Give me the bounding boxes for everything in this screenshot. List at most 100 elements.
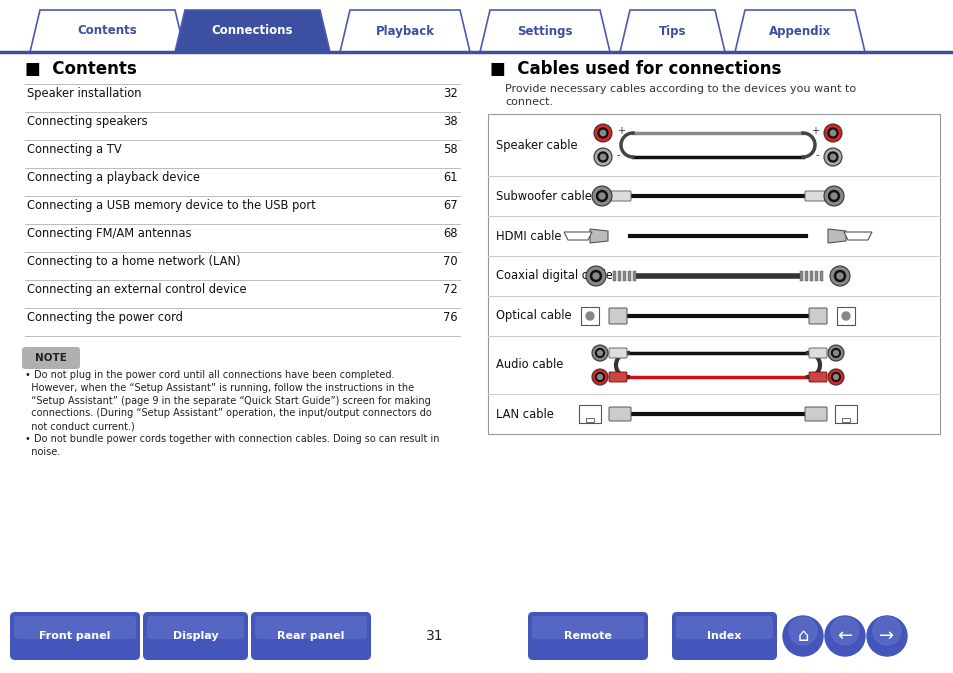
Text: 32: 32 [443, 87, 457, 100]
FancyBboxPatch shape [808, 372, 826, 382]
Text: 58: 58 [443, 143, 457, 156]
Text: connect.: connect. [504, 97, 553, 107]
Circle shape [831, 349, 840, 357]
Text: Connecting to a home network (LAN): Connecting to a home network (LAN) [27, 255, 240, 268]
FancyBboxPatch shape [820, 271, 822, 281]
Circle shape [592, 345, 607, 361]
FancyBboxPatch shape [580, 307, 598, 325]
Text: Connecting FM/AM antennas: Connecting FM/AM antennas [27, 227, 192, 240]
Circle shape [596, 190, 607, 201]
FancyBboxPatch shape [147, 616, 244, 639]
Text: ⌂: ⌂ [797, 627, 808, 645]
Text: not conduct current.): not conduct current.) [25, 421, 134, 431]
Circle shape [830, 193, 836, 199]
Text: Connecting a playback device: Connecting a playback device [27, 171, 200, 184]
Text: Connecting speakers: Connecting speakers [27, 115, 148, 128]
Circle shape [827, 128, 837, 138]
Text: • Do not bundle power cords together with connection cables. Doing so can result: • Do not bundle power cords together wit… [25, 434, 439, 444]
Text: ■  Cables used for connections: ■ Cables used for connections [490, 60, 781, 78]
Text: Speaker installation: Speaker installation [27, 87, 141, 100]
FancyBboxPatch shape [254, 616, 367, 639]
Circle shape [597, 375, 601, 380]
Polygon shape [734, 10, 864, 52]
Text: Settings: Settings [517, 24, 572, 38]
FancyBboxPatch shape [608, 372, 626, 382]
Circle shape [827, 152, 837, 162]
FancyBboxPatch shape [527, 612, 647, 660]
Circle shape [593, 273, 598, 279]
Circle shape [823, 124, 841, 142]
Text: Speaker cable: Speaker cable [496, 139, 577, 151]
Circle shape [823, 148, 841, 166]
FancyBboxPatch shape [613, 271, 616, 281]
Text: -: - [815, 150, 818, 160]
FancyBboxPatch shape [488, 114, 939, 434]
Text: ←: ← [837, 627, 852, 645]
Text: NOTE: NOTE [35, 353, 67, 363]
Text: Provide necessary cables according to the devices you want to: Provide necessary cables according to th… [504, 84, 855, 94]
Polygon shape [619, 10, 724, 52]
Circle shape [594, 148, 612, 166]
Text: Rear panel: Rear panel [277, 631, 344, 641]
Circle shape [823, 186, 843, 206]
Text: Front panel: Front panel [39, 631, 111, 641]
Circle shape [782, 616, 822, 656]
FancyBboxPatch shape [618, 271, 620, 281]
Text: Display: Display [172, 631, 218, 641]
Circle shape [827, 369, 843, 385]
Circle shape [788, 617, 816, 645]
Circle shape [833, 351, 838, 355]
Text: noise.: noise. [25, 447, 60, 457]
Circle shape [829, 131, 835, 136]
FancyBboxPatch shape [836, 307, 854, 325]
Text: “Setup Assistant” (page 9 in the separate “Quick Start Guide”) screen for making: “Setup Assistant” (page 9 in the separat… [25, 396, 431, 406]
Circle shape [831, 373, 840, 382]
Text: Connecting a TV: Connecting a TV [27, 143, 122, 156]
Circle shape [599, 154, 605, 160]
Text: Remote: Remote [563, 631, 611, 641]
Text: 72: 72 [443, 283, 457, 296]
Circle shape [827, 190, 839, 201]
Circle shape [599, 131, 605, 136]
FancyBboxPatch shape [608, 407, 630, 421]
Text: Connecting the power cord: Connecting the power cord [27, 311, 183, 324]
Circle shape [834, 271, 844, 281]
Text: connections. (During “Setup Assistant” operation, the input/output connectors do: connections. (During “Setup Assistant” o… [25, 409, 432, 419]
Text: Tips: Tips [659, 24, 685, 38]
Circle shape [597, 351, 601, 355]
Polygon shape [174, 10, 330, 52]
FancyBboxPatch shape [633, 271, 636, 281]
Polygon shape [563, 232, 592, 240]
Text: Playback: Playback [375, 24, 434, 38]
Polygon shape [843, 232, 871, 240]
Text: 61: 61 [443, 171, 457, 184]
Circle shape [598, 152, 607, 162]
FancyBboxPatch shape [627, 271, 630, 281]
Circle shape [592, 369, 607, 385]
FancyBboxPatch shape [578, 405, 600, 423]
FancyBboxPatch shape [143, 612, 248, 660]
FancyBboxPatch shape [10, 612, 140, 660]
FancyBboxPatch shape [610, 191, 630, 201]
Polygon shape [827, 229, 845, 243]
FancyBboxPatch shape [804, 191, 824, 201]
FancyBboxPatch shape [676, 616, 772, 639]
Circle shape [827, 345, 843, 361]
Circle shape [830, 617, 858, 645]
FancyBboxPatch shape [22, 347, 80, 369]
Circle shape [866, 616, 906, 656]
Polygon shape [30, 10, 185, 52]
Text: 31: 31 [426, 629, 443, 643]
Text: Connecting a USB memory device to the USB port: Connecting a USB memory device to the US… [27, 199, 315, 212]
Text: Appendix: Appendix [768, 24, 830, 38]
FancyBboxPatch shape [608, 348, 626, 358]
Circle shape [594, 124, 612, 142]
Circle shape [841, 312, 849, 320]
Circle shape [595, 373, 604, 382]
Circle shape [872, 617, 900, 645]
Circle shape [824, 616, 864, 656]
Text: HDMI cable: HDMI cable [496, 229, 561, 242]
Text: Connections: Connections [212, 24, 293, 38]
Text: Coaxial digital cable: Coaxial digital cable [496, 269, 612, 283]
FancyBboxPatch shape [585, 418, 594, 422]
